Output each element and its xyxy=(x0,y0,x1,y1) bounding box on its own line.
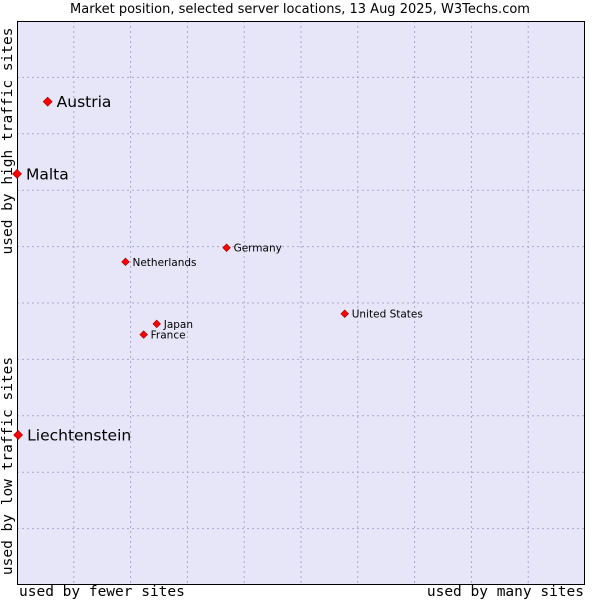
point-label: Malta xyxy=(26,165,69,183)
point-label: Netherlands xyxy=(132,257,196,269)
data-point-liechtenstein: Liechtenstein xyxy=(13,426,131,444)
point-marker xyxy=(139,330,148,339)
point-marker xyxy=(13,430,24,440)
grid xyxy=(17,21,585,585)
x-axis-label-high: used by many sites xyxy=(426,584,584,600)
data-point-japan: Japan xyxy=(152,319,193,331)
point-marker xyxy=(340,309,349,318)
point-marker xyxy=(12,168,22,179)
data-point-malta: Malta xyxy=(12,165,69,183)
point-label: Japan xyxy=(163,319,193,331)
chart-title: Market position, selected server locatio… xyxy=(70,2,530,17)
point-label: Liechtenstein xyxy=(27,426,131,444)
data-point-germany: Germany xyxy=(222,243,282,255)
data-point-france: France xyxy=(139,330,186,342)
point-label: United States xyxy=(352,309,423,321)
data-point-austria: Austria xyxy=(42,93,112,111)
data-point-united-states: United States xyxy=(340,309,423,321)
point-marker xyxy=(42,96,53,107)
x-axis-label-low: used by fewer sites xyxy=(19,584,185,600)
point-marker xyxy=(222,243,231,252)
point-marker xyxy=(121,257,130,267)
y-axis-label-low: used by low traffic sites xyxy=(0,356,16,576)
plot-frame xyxy=(17,21,585,585)
point-label: Germany xyxy=(234,243,282,255)
y-axis-label-high: used by high traffic sites xyxy=(0,27,16,255)
point-marker xyxy=(152,319,161,329)
point-label: France xyxy=(151,330,186,342)
data-point-netherlands: Netherlands xyxy=(121,257,197,269)
point-label: Austria xyxy=(57,93,112,111)
data-points: Austria Malta Germany Netherlands United Sta… xyxy=(12,93,423,444)
